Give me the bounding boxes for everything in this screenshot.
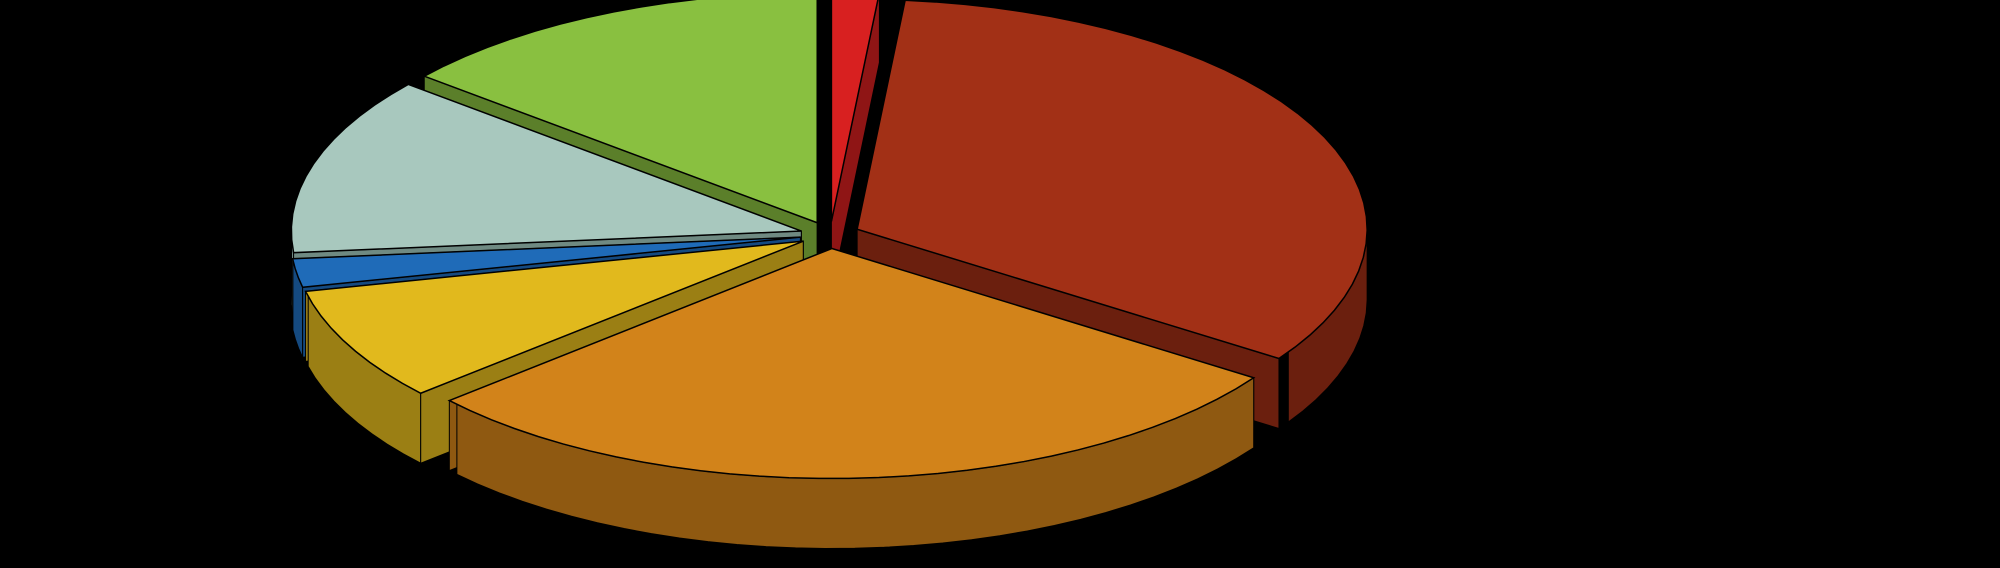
pie-chart <box>0 0 2000 568</box>
pie-chart-container <box>0 0 2000 568</box>
